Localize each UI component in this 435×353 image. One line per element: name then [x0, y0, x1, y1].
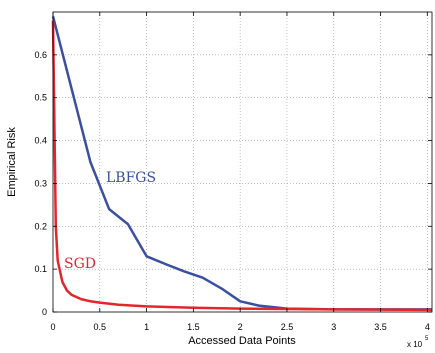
y-tick-label: 0.3: [34, 178, 47, 188]
series-line-sgd: [51, 20, 433, 312]
y-tick-label: 0: [42, 307, 47, 317]
x-axis-label: Accessed Data Points: [188, 335, 296, 347]
y-axis-label: Empirical Risk: [6, 127, 18, 197]
x-tick-label: 3.5: [374, 322, 387, 332]
x-tick-label: 0.5: [94, 322, 107, 332]
x-tick-label: 1.5: [187, 322, 200, 332]
x-tick-label: 1: [144, 322, 149, 332]
y-tick-label: 0.5: [34, 93, 47, 103]
x-tick-label: 0: [50, 322, 55, 332]
y-tick-label: 0.1: [34, 264, 47, 274]
series-lines: [51, 15, 433, 312]
axis-ticks: [52, 12, 432, 313]
series-label-sgd: SGD: [64, 256, 96, 272]
x-multiplier-label: x 10: [407, 340, 423, 349]
series-line-lbfgs: [51, 15, 432, 311]
y-tick-label: 0.2: [34, 221, 47, 231]
x-multiplier-exponent: 5: [425, 336, 429, 342]
y-tick-label: 0.6: [34, 50, 47, 60]
x-tick-label: 2.5: [281, 322, 294, 332]
y-tick-labels: 0 0.1 0.2 0.3 0.4 0.5 0.6: [34, 50, 47, 317]
x-tick-label: 3: [331, 322, 336, 332]
x-tick-label: 4: [425, 322, 430, 332]
x-tick-labels: 0 0.5 1 1.5 2 2.5 3 3.5 4: [50, 322, 429, 332]
grid-lines: [53, 12, 432, 312]
x-tick-label: 2: [238, 322, 243, 332]
series-label-lbfgs: LBFGS: [106, 170, 156, 186]
y-tick-label: 0.4: [34, 136, 47, 146]
plot-frame: [52, 11, 433, 313]
